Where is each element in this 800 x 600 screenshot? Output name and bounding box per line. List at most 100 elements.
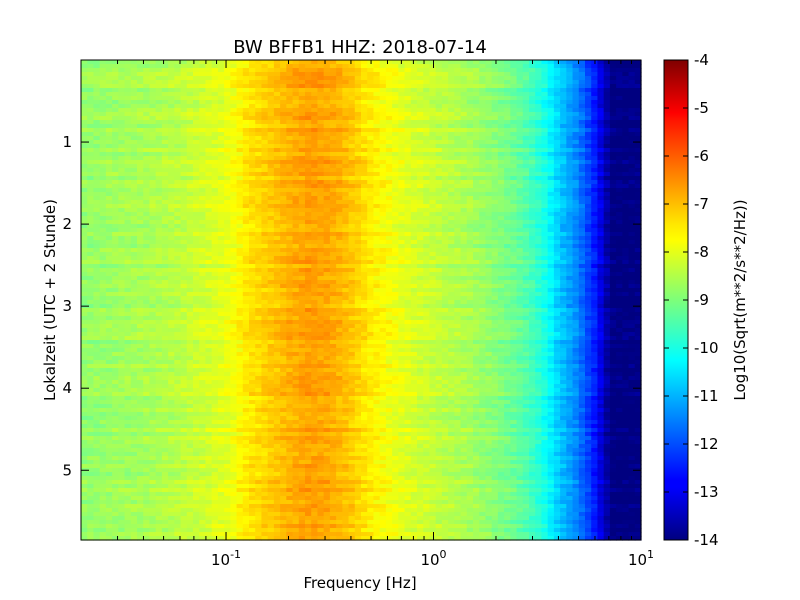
heatmap-cell [410,164,418,169]
heatmap-cell [230,156,238,161]
heatmap-cell [373,188,381,193]
heatmap-cell [273,144,281,149]
heatmap-cell [566,200,574,205]
heatmap-cell [311,224,319,229]
heatmap-cell [305,92,312,97]
heatmap-cell [112,164,119,169]
heatmap-cell [479,132,487,137]
heatmap-cell [367,216,375,221]
heatmap-cell [466,204,474,209]
heatmap-cell [298,112,306,117]
heatmap-cell [336,244,343,249]
heatmap-cell [99,224,107,229]
heatmap-cell [193,188,200,193]
heatmap-cell [230,92,238,97]
heatmap-cell [118,276,126,281]
heatmap-cell [516,184,524,189]
heatmap-cell [137,224,144,229]
heatmap-cell [497,252,505,257]
heatmap-cell [298,228,306,233]
heatmap-cell [535,60,543,65]
heatmap-cell [255,108,263,113]
heatmap-cell [441,60,449,65]
heatmap-cell [578,184,586,189]
heatmap-cell [186,192,194,197]
heatmap-cell [317,232,325,237]
heatmap-cell [249,236,256,241]
heatmap-cell [249,120,256,125]
heatmap-cell [217,88,225,93]
heatmap-cell [529,116,536,121]
heatmap-cell [616,84,623,89]
heatmap-cell [417,100,424,105]
heatmap-cell [186,236,194,241]
heatmap-cell [628,120,636,125]
heatmap-cell [105,116,113,121]
heatmap-cell [553,184,561,189]
heatmap-cell [249,168,256,173]
heatmap-cell [354,164,362,169]
heatmap-cell [435,220,443,225]
heatmap-cell [168,148,175,153]
heatmap-cell [329,164,337,169]
heatmap-cell [441,228,449,233]
heatmap-cell [585,156,592,161]
heatmap-cell [205,260,213,265]
heatmap-cell [529,224,536,229]
heatmap-cell [342,236,350,241]
heatmap-cell [392,68,399,73]
heatmap-cell [168,220,175,225]
heatmap-cell [429,156,437,161]
heatmap-cell [510,256,518,261]
heatmap-cell [112,116,119,121]
heatmap-cell [174,100,182,105]
heatmap-cell [423,224,431,229]
heatmap-cell [479,148,487,153]
heatmap-cell [112,212,119,217]
heatmap-cell [161,260,169,265]
heatmap-cell [199,140,207,145]
heatmap-cell [529,236,536,241]
heatmap-cell [622,180,630,185]
heatmap-cell [429,160,437,165]
heatmap-cell [553,252,561,257]
heatmap-cell [417,156,424,161]
heatmap-cell [628,212,636,217]
heatmap-cell [560,164,567,169]
heatmap-cell [323,84,331,89]
heatmap-cell [547,180,555,185]
heatmap-cell [292,272,300,277]
heatmap-cell [236,264,244,269]
heatmap-cell [485,236,493,241]
heatmap-cell [348,180,356,185]
heatmap-cell [361,264,368,269]
heatmap-cell [529,112,536,117]
heatmap-cell [367,68,375,73]
heatmap-cell [404,196,412,201]
heatmap-cell [385,264,393,269]
heatmap-cell [385,120,393,125]
heatmap-cell [454,188,462,193]
heatmap-cell [143,236,151,241]
heatmap-cell [124,80,132,85]
heatmap-cell [87,72,95,77]
heatmap-cell [522,132,530,137]
heatmap-cell [423,268,431,273]
heatmap-cell [205,160,213,165]
heatmap-cell [516,148,524,153]
heatmap-cell [130,224,138,229]
heatmap-cell [379,228,387,233]
heatmap-cell [578,204,586,209]
heatmap-cell [217,272,225,277]
heatmap-cell [385,80,393,85]
heatmap-cell [224,152,231,157]
heatmap-cell [124,204,132,209]
heatmap-cell [105,120,113,125]
heatmap-cell [529,244,536,249]
heatmap-cell [292,240,300,245]
heatmap-cell [541,276,549,281]
heatmap-cell [342,152,350,157]
heatmap-cell [479,208,487,213]
heatmap-cell [329,112,337,117]
heatmap-cell [516,276,524,281]
